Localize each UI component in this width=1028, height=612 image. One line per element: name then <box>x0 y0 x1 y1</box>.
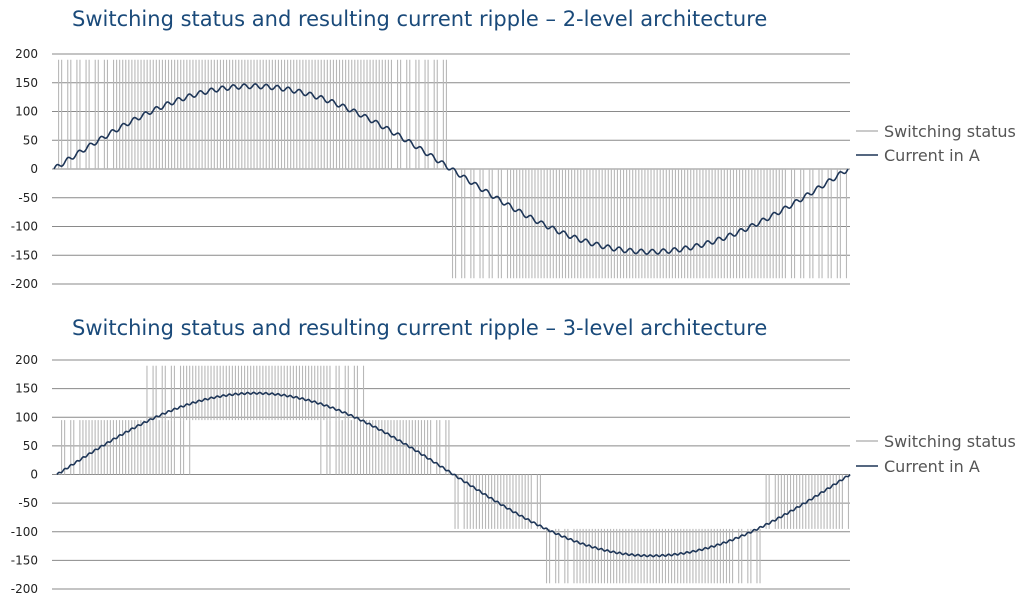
y-tick-label: 100 <box>15 105 38 119</box>
y-axis-ticks: 200 150 100 50 0 -50 -100 -150 -200 <box>11 47 38 291</box>
y-tick-label: 150 <box>15 382 38 396</box>
y-tick-label: -50 <box>18 191 38 205</box>
y-tick-label: -50 <box>18 496 38 510</box>
chart-title: Switching status and resulting current r… <box>72 7 767 31</box>
y-tick-label: -200 <box>11 277 38 291</box>
y-tick-label: -100 <box>11 220 38 234</box>
y-tick-label: -100 <box>11 525 38 539</box>
y-tick-label: -150 <box>11 553 38 567</box>
y-tick-label: 100 <box>15 410 38 424</box>
y-axis-ticks: 200 150 100 50 0 -50 -100 -150 -200 <box>11 353 38 596</box>
grid <box>52 359 850 590</box>
y-tick-label: 50 <box>23 439 38 453</box>
y-tick-label: 0 <box>30 468 38 482</box>
legend-label-current: Current in A <box>884 457 980 476</box>
y-tick-label: -200 <box>11 582 38 596</box>
y-tick-label: 150 <box>15 76 38 90</box>
switching-series <box>58 59 848 279</box>
y-tick-label: 50 <box>23 133 38 147</box>
y-tick-label: -150 <box>11 248 38 262</box>
switching-series <box>61 365 850 584</box>
legend-label-switching: Switching status <box>884 122 1016 141</box>
legend-label-switching: Switching status <box>884 432 1016 451</box>
legend: Switching status Current in A <box>856 432 1016 476</box>
legend-label-current: Current in A <box>884 146 980 165</box>
chart-3-level: Switching status and resulting current r… <box>11 316 1016 596</box>
current-series-line <box>56 391 851 558</box>
current-series-line <box>53 83 849 255</box>
chart-title: Switching status and resulting current r… <box>72 316 767 340</box>
legend: Switching status Current in A <box>856 122 1016 165</box>
y-tick-label: 0 <box>30 162 38 176</box>
y-tick-label: 200 <box>15 47 38 61</box>
y-tick-label: 200 <box>15 353 38 367</box>
chart-2-level: Switching status and resulting current r… <box>11 7 1016 291</box>
